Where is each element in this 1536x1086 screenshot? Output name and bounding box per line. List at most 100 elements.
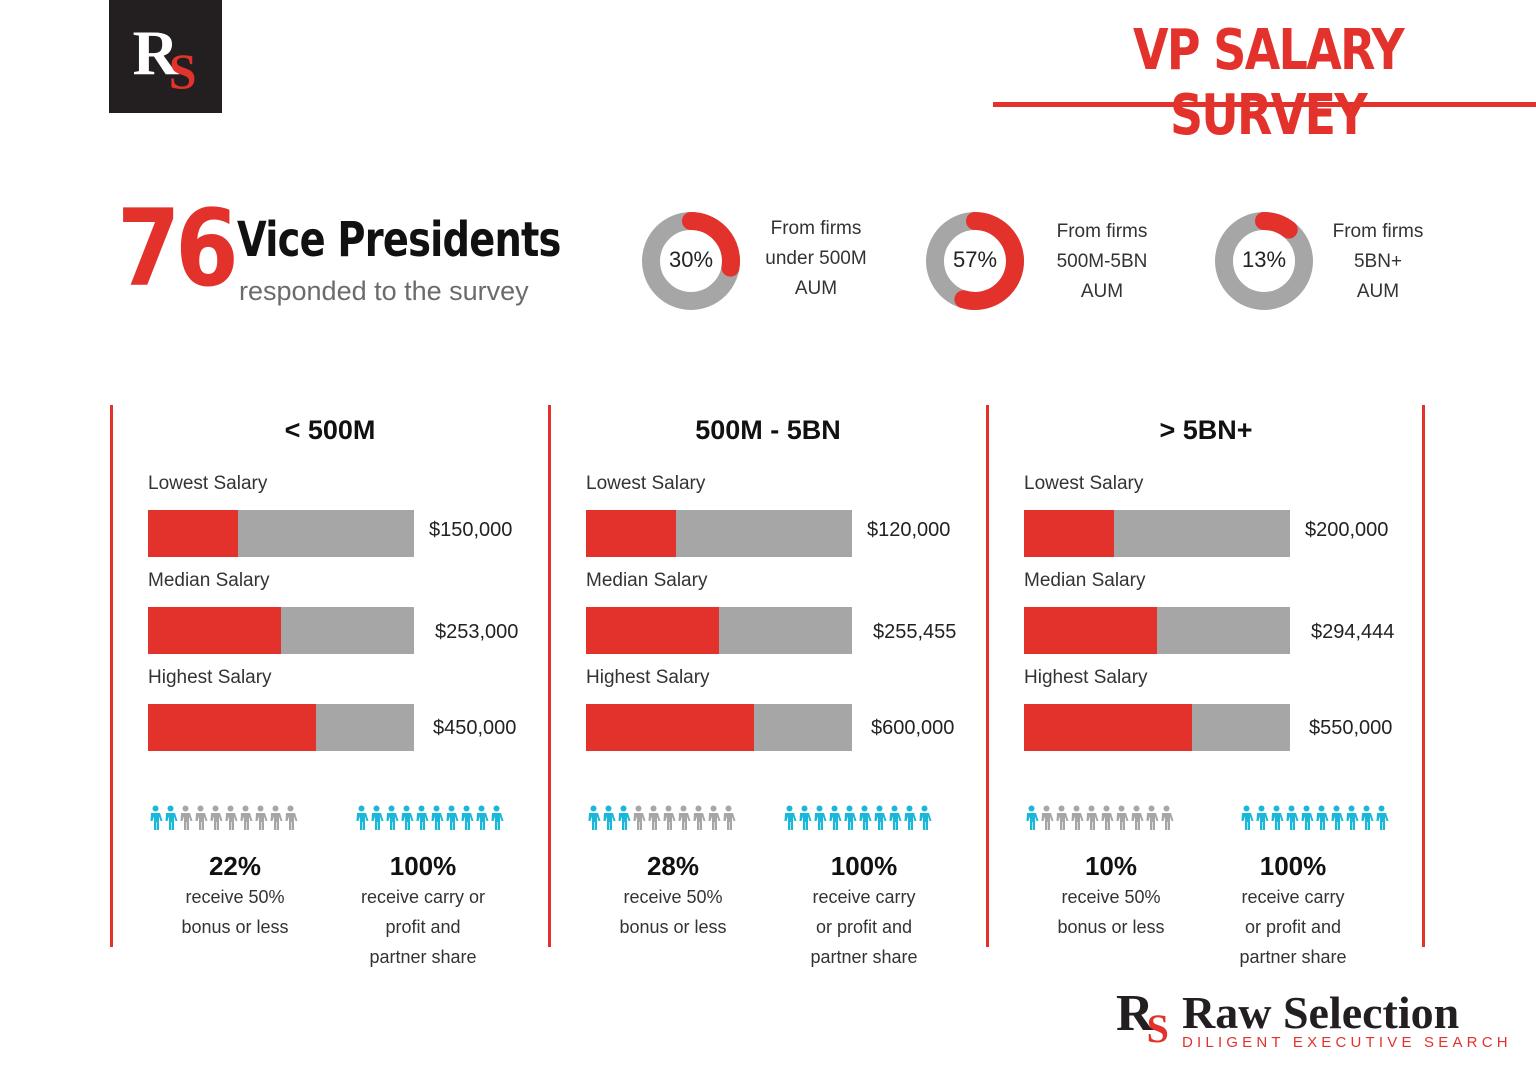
person-icon — [384, 805, 399, 833]
person-icon — [1069, 805, 1084, 833]
salary-row-label: Lowest Salary — [1024, 473, 1144, 494]
donut-segment — [1215, 212, 1313, 310]
donut-percent-label: 57% — [952, 247, 998, 272]
person-icon — [691, 805, 706, 833]
person-icon — [887, 805, 902, 833]
donut-description-line: From firms — [770, 218, 862, 239]
salary-bar — [1024, 607, 1290, 654]
stat-percent: 100% — [389, 851, 457, 881]
salary-bar-fill — [148, 607, 281, 654]
person-icon — [354, 805, 369, 833]
salary-row-label: Lowest Salary — [586, 473, 706, 494]
person-icon — [646, 805, 661, 833]
salary-bar — [1024, 704, 1290, 751]
person-icon — [148, 805, 163, 833]
stat-description-line: receive 50% — [1061, 887, 1161, 907]
stat-description: receive carry or profit and partner share — [774, 882, 954, 972]
person-icon — [1039, 805, 1054, 833]
people-icon-row — [1239, 805, 1389, 833]
salary-bar-fill — [148, 510, 239, 557]
person-icon — [872, 805, 887, 833]
donut-description-line: AUM — [794, 278, 838, 299]
salary-bar-fill — [1024, 607, 1157, 654]
salary-bar-fill — [586, 704, 754, 751]
salary-value: $150,000 — [429, 519, 513, 541]
donut-description-line: From firms — [1056, 221, 1148, 242]
salary-value: $255,455 — [873, 621, 957, 643]
donut-description-line: From firms — [1332, 221, 1424, 242]
stat-description-line: receive carry or — [360, 887, 486, 907]
people-icon-row — [148, 805, 298, 833]
person-icon — [917, 805, 932, 833]
stat-description-line: bonus or less — [181, 917, 289, 937]
salary-row-label: Highest Salary — [148, 667, 272, 688]
person-icon — [223, 805, 238, 833]
stat-description-line: partner share — [369, 947, 477, 967]
person-icon — [706, 805, 721, 833]
person-icon — [489, 805, 504, 833]
salary-panel: > 5BN+ Lowest Salary $200,000 Median Salary… — [987, 405, 1425, 975]
salary-value: $200,000 — [1305, 519, 1389, 541]
donut-description: From firms under 500M AUM — [741, 214, 891, 304]
salary-row-label: Highest Salary — [1024, 667, 1148, 688]
person-icon — [1329, 805, 1344, 833]
donut-description: From firms 500M-5BN AUM — [1027, 217, 1177, 307]
person-icon — [631, 805, 646, 833]
stat-description-line: receive carry — [812, 887, 916, 907]
donut-description-line: AUM — [1080, 281, 1124, 302]
person-icon — [1129, 805, 1144, 833]
stat-description-line: bonus or less — [1057, 917, 1165, 937]
person-icon — [238, 805, 253, 833]
donut-segment — [642, 212, 740, 310]
salary-bar — [148, 704, 414, 751]
panel-title: < 500M — [284, 415, 376, 445]
salary-bar — [148, 607, 414, 654]
stat-percent: 22% — [208, 851, 262, 881]
person-icon — [1054, 805, 1069, 833]
donut-chart: 13% — [1214, 211, 1314, 311]
stat-percent: 100% — [1259, 851, 1327, 881]
person-icon — [1374, 805, 1389, 833]
salary-row-label: Lowest Salary — [148, 473, 268, 494]
person-icon — [459, 805, 474, 833]
person-icon — [399, 805, 414, 833]
donut-description-line: under 500M — [765, 248, 867, 269]
person-icon — [827, 805, 842, 833]
salary-bar-fill — [1024, 510, 1115, 557]
donut-percent-label: 30% — [668, 247, 714, 272]
title-underline — [993, 102, 1536, 107]
stat-description-line: partner share — [810, 947, 918, 967]
panel-divider — [1422, 405, 1425, 947]
stat-description-line: profit and — [385, 917, 461, 937]
salary-bar-fill — [586, 510, 677, 557]
stat-percent: 28% — [646, 851, 700, 881]
people-icon-row — [782, 805, 932, 833]
donut-description-line: 5BN+ — [1353, 251, 1403, 272]
person-icon — [193, 805, 208, 833]
person-icon — [1024, 805, 1039, 833]
person-icon — [782, 805, 797, 833]
people-icon-row — [1024, 805, 1174, 833]
person-icon — [601, 805, 616, 833]
donut-percent-label: 13% — [1241, 247, 1287, 272]
salary-value: $550,000 — [1309, 717, 1393, 739]
salary-bar-fill — [148, 704, 316, 751]
salary-bar — [586, 704, 852, 751]
respondent-subtitle: responded to the survey — [239, 276, 529, 306]
footer-logo-monogram: RS — [1116, 985, 1169, 1051]
stat-percent: 10% — [1084, 851, 1138, 881]
person-icon — [208, 805, 223, 833]
brand-logo: RS — [109, 0, 222, 113]
person-icon — [797, 805, 812, 833]
person-icon — [474, 805, 489, 833]
salary-row-label: Median Salary — [1024, 570, 1146, 591]
donut-description: From firms 5BN+ AUM — [1303, 217, 1453, 307]
person-icon — [902, 805, 917, 833]
people-icon-row — [586, 805, 736, 833]
person-icon — [1084, 805, 1099, 833]
stat-description-line: receive 50% — [623, 887, 723, 907]
person-icon — [1254, 805, 1269, 833]
stat-description-line: or profit and — [1244, 917, 1342, 937]
footer-brand-name: Raw Selection — [1182, 987, 1460, 1038]
person-icon — [857, 805, 872, 833]
